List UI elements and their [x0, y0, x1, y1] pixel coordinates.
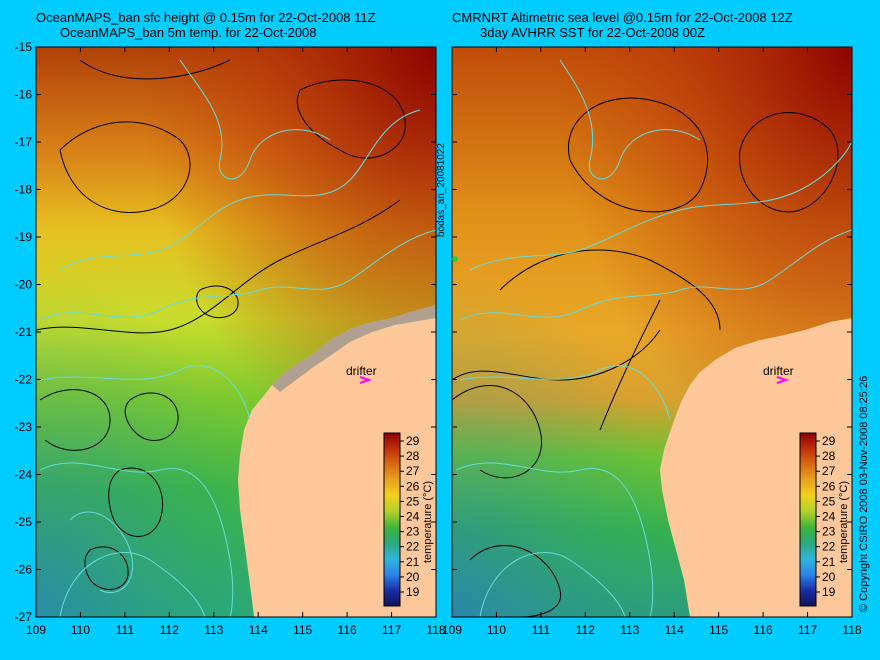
- colorbar-tick-label: 27: [406, 464, 420, 478]
- x-tick-label: 110: [487, 623, 506, 637]
- left-title-line2: OceanMAPS_ban 5m temp. for 22-Oct-2008: [60, 25, 317, 40]
- y-tick-label: -22: [15, 373, 33, 387]
- y-tick-label: -20: [15, 278, 33, 292]
- left-axes: 109 110 111 112 113 114 115 116 117 118 -15 -16 -17 -…: [15, 40, 446, 637]
- x-tick-label: 113: [620, 623, 639, 637]
- y-tick-label: -19: [15, 230, 33, 244]
- y-tick-label: -24: [15, 468, 33, 482]
- right-colorbar-label: temperature (°C): [838, 480, 850, 563]
- x-tick-label: 110: [71, 623, 90, 637]
- y-tick-label: -15: [15, 40, 33, 54]
- colorbar-tick-label: 25: [406, 494, 420, 508]
- y-tick-label: -26: [15, 563, 33, 577]
- colorbar-tick-label: 20: [822, 570, 836, 584]
- x-tick-label: 112: [576, 623, 595, 637]
- colorbar-tick-label: 27: [822, 464, 836, 478]
- right-axes: 109 110 111 112 113 114 115 116 117 118: [442, 46, 862, 637]
- right-drifter-label: drifter: [763, 364, 794, 378]
- x-tick-label: 111: [116, 623, 135, 637]
- y-tick-label: -21: [15, 325, 33, 339]
- colorbar-tick-label: 28: [822, 449, 836, 463]
- colorbar-tick-label: 23: [822, 525, 836, 539]
- colorbar-tick-label: 26: [822, 479, 836, 493]
- colorbar-tick-label: 20: [406, 570, 420, 584]
- colorbar-tick-label: 21: [406, 555, 420, 569]
- middle-vertical-label: bodas_an_20081022: [436, 143, 447, 237]
- y-tick-label: -25: [15, 515, 33, 529]
- x-tick-label: 118: [842, 623, 861, 637]
- x-tick-label: 111: [532, 623, 551, 637]
- colorbar-tick-label: 29: [406, 434, 420, 448]
- colorbar-tick-label: 22: [406, 540, 420, 554]
- x-tick-label: 114: [249, 623, 268, 637]
- colorbar-tick-label: 26: [406, 479, 420, 493]
- colorbar-tick-label: 22: [822, 540, 836, 554]
- x-tick-label: 115: [293, 623, 312, 637]
- colorbar-tick-label: 28: [406, 449, 420, 463]
- x-tick-label: 112: [160, 623, 179, 637]
- left-title-line1: OceanMAPS_ban sfc height @ 0.15m for 22-…: [36, 10, 376, 25]
- right-point-marker: [452, 256, 458, 262]
- x-tick-label: 117: [798, 623, 817, 637]
- right-title-line1: CMRNRT Altimetric sea level @0.15m for 2…: [452, 10, 793, 25]
- y-tick-label: -18: [15, 183, 33, 197]
- y-tick-label: -27: [15, 610, 33, 624]
- colorbar-tick-label: 21: [822, 555, 836, 569]
- colorbar-tick-label: 19: [406, 585, 420, 599]
- x-tick-label: 116: [754, 623, 773, 637]
- right-map-panel: [452, 47, 852, 617]
- x-tick-label: 109: [442, 623, 462, 637]
- x-tick-label: 118: [426, 623, 445, 637]
- colorbar-tick-label: 23: [406, 525, 420, 539]
- x-tick-label: 114: [665, 623, 684, 637]
- copyright-label: © Copyright CSIRO 2008 03-Nov-2008 08:25…: [858, 375, 870, 612]
- x-tick-label: 115: [709, 623, 728, 637]
- y-tick-label: -23: [15, 420, 33, 434]
- x-tick-label: 117: [382, 623, 401, 637]
- colorbar-tick-label: 29: [822, 434, 836, 448]
- colorbar-tick-label: 19: [822, 585, 836, 599]
- colorbar-tick-label: 24: [406, 510, 420, 524]
- x-tick-label: 113: [204, 623, 223, 637]
- left-map-panel: [36, 47, 436, 617]
- colorbar-tick-label: 24: [822, 510, 836, 524]
- y-tick-label: -17: [15, 135, 33, 149]
- colorbar-tick-label: 25: [822, 494, 836, 508]
- right-title-line2: 3day AVHRR SST for 22-Oct-2008 00Z: [480, 25, 705, 40]
- x-tick-label: 116: [338, 623, 357, 637]
- left-colorbar-label: temperature (°C): [422, 480, 434, 563]
- x-tick-label: 109: [26, 623, 46, 637]
- left-drifter-label: drifter: [346, 364, 377, 378]
- right-drifter-marker: [776, 376, 790, 384]
- y-tick-label: -16: [15, 88, 33, 102]
- left-drifter-marker: [359, 376, 373, 384]
